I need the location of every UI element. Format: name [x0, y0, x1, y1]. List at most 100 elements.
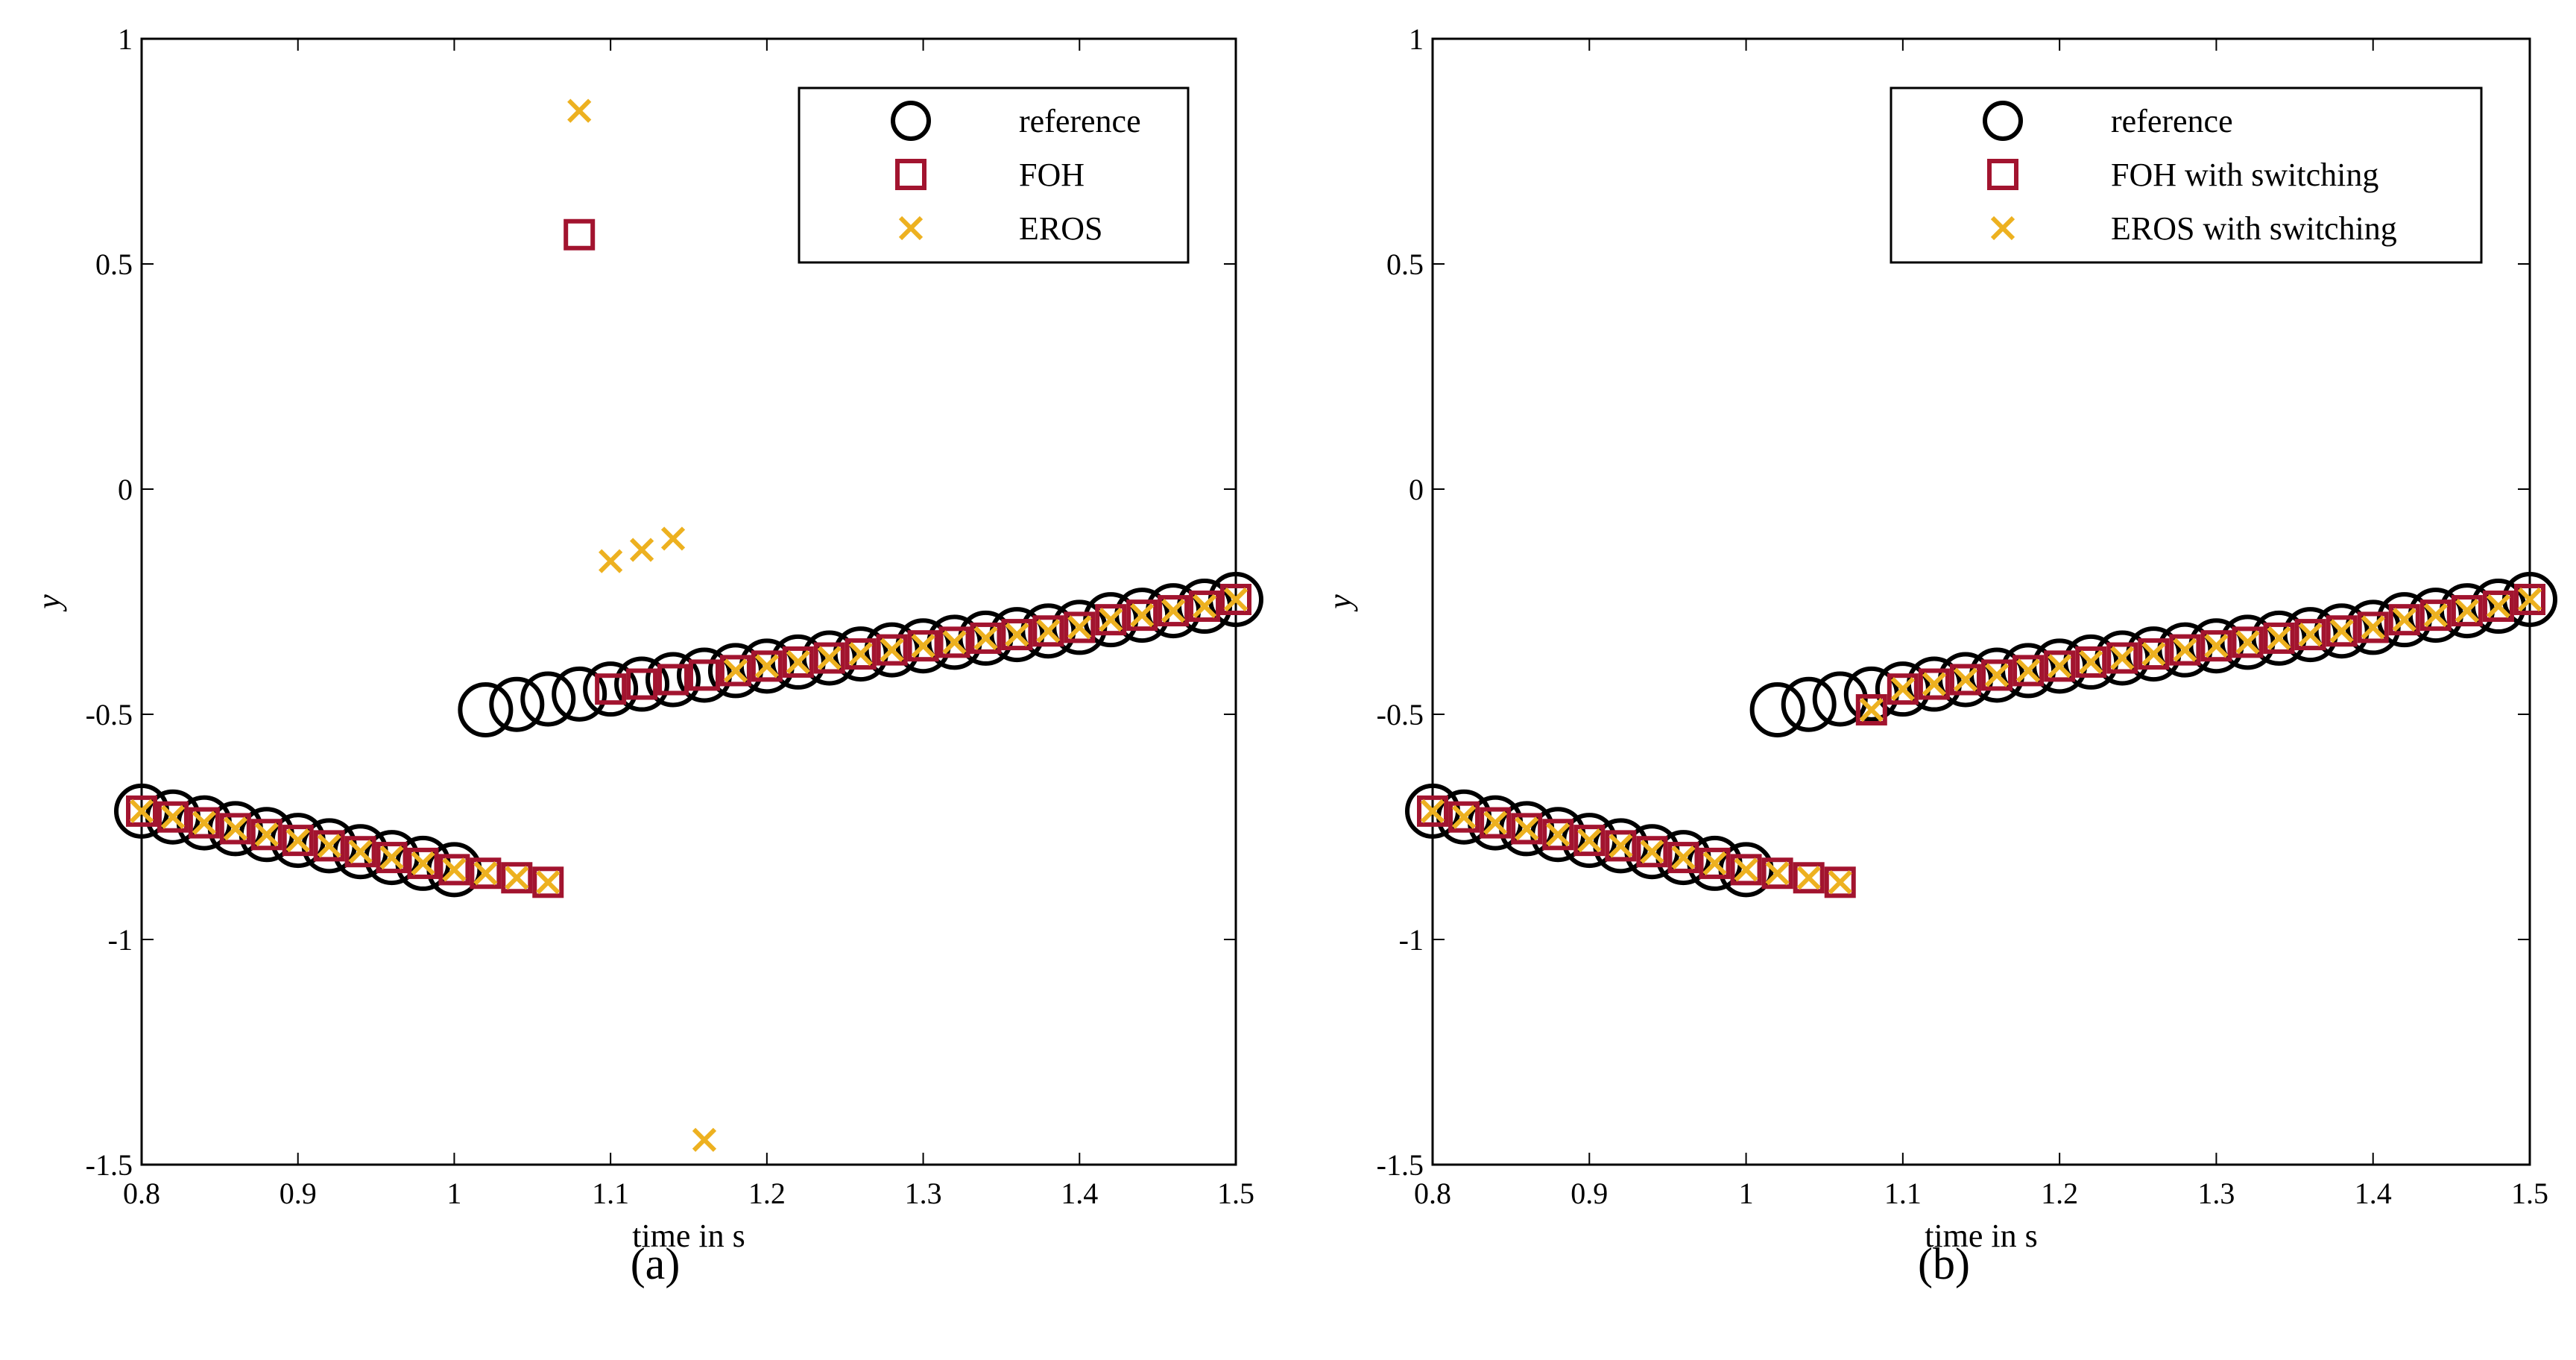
legend-box — [798, 86, 1190, 264]
data-point-x — [2329, 619, 2354, 643]
x-tick-label: 0.9 — [1570, 1177, 1608, 1210]
y-tick-label: -1 — [108, 923, 133, 957]
data-point-square — [2106, 642, 2138, 674]
data-point-square — [1126, 599, 1158, 632]
data-point-x — [285, 828, 310, 853]
x-axis-label: time in s — [1925, 1218, 2038, 1254]
data-point-square — [2419, 599, 2452, 632]
series-square — [1417, 583, 2545, 898]
data-point-x — [2048, 654, 2072, 679]
data-point-x — [1640, 840, 1664, 864]
data-point-x — [660, 526, 686, 551]
data-point-circle — [1812, 671, 1868, 727]
data-point-x — [1953, 667, 1978, 692]
data-point-x — [2361, 615, 2385, 640]
data-point-square — [2357, 611, 2389, 643]
data-point-square — [344, 836, 376, 868]
data-point-square — [907, 630, 939, 662]
data-point-x — [2267, 626, 2291, 651]
data-point-square — [657, 664, 689, 696]
data-point-circle — [552, 666, 607, 722]
data-point-square — [126, 795, 157, 827]
data-point-x — [1483, 810, 1508, 835]
data-point-square — [219, 813, 251, 845]
data-point-square — [2514, 583, 2545, 615]
data-point-square — [688, 659, 720, 691]
data-point-x — [1577, 828, 1602, 853]
data-point-circle — [583, 661, 639, 717]
data-point-x — [1922, 672, 1947, 696]
data-point-x — [1859, 697, 1884, 722]
legend-label: FOH with switching — [2111, 157, 2378, 193]
data-point-x — [1223, 587, 1248, 612]
x-tick-label: 1.4 — [1061, 1177, 1098, 1210]
data-point-x — [1005, 622, 1029, 647]
data-point-x — [2392, 608, 2416, 632]
data-point-square — [751, 650, 783, 682]
x-tick-label: 1 — [1739, 1177, 1754, 1210]
legend-marker-circle — [891, 101, 931, 141]
legend-label: reference — [2111, 103, 2233, 139]
data-point-x — [2204, 634, 2229, 658]
data-point-x — [1420, 799, 1445, 823]
x-tick-label: 1.1 — [1884, 1177, 1922, 1210]
x-tick-label: 1.3 — [905, 1177, 942, 1210]
data-point-circle — [1781, 676, 1837, 732]
legend-label: FOH — [1019, 157, 1085, 193]
data-point-square — [157, 801, 189, 833]
data-point-square — [813, 642, 845, 674]
legend-marker-circle — [1983, 101, 2023, 141]
data-point-square — [2388, 604, 2420, 636]
data-point-square — [407, 847, 439, 879]
data-point-x — [1828, 870, 1852, 895]
data-point-square — [1001, 619, 1033, 651]
y-tick-label: -0.5 — [1377, 698, 1424, 731]
data-point-x — [754, 654, 779, 679]
data-point-x — [442, 857, 467, 882]
data-point-square — [1605, 830, 1637, 862]
data-point-square — [1417, 795, 1448, 827]
y-tick-label: 0.5 — [95, 248, 133, 281]
data-point-square — [2200, 630, 2232, 662]
data-point-square — [2075, 646, 2107, 678]
data-point-square — [626, 668, 658, 700]
data-point-x — [473, 861, 498, 886]
series-x — [129, 98, 1248, 1152]
data-point-square — [1220, 583, 1251, 615]
data-point-square — [1511, 813, 1543, 845]
chart-panel-a: 0.8 0.9 1 1.1 1.2 1.3 1.4 1.5 -1.5 -1 -0.5 0 0.5 1 tim… — [31, 22, 1263, 1288]
x-tick-label: 1.4 — [2355, 1177, 2392, 1210]
series-square — [126, 218, 1251, 898]
data-point-square — [938, 626, 970, 658]
data-point-square — [782, 646, 814, 678]
data-point-x — [1702, 851, 1727, 876]
data-point-square — [2044, 650, 2076, 682]
data-point-x — [1671, 845, 1696, 870]
y-tick-label: -1 — [1399, 923, 1424, 957]
data-point-circle — [614, 656, 670, 712]
data-point-x — [223, 816, 247, 841]
data-point-square — [501, 862, 533, 894]
data-point-x — [973, 626, 998, 651]
data-point-square — [470, 857, 502, 890]
y-axis-label: y — [31, 594, 67, 612]
data-point-square — [2294, 619, 2326, 651]
legend: reference FOH EROS — [798, 86, 1190, 264]
data-point-x — [1890, 677, 1915, 702]
data-point-x — [786, 649, 810, 675]
data-point-x — [1984, 663, 2010, 687]
data-point-square — [2012, 655, 2045, 687]
chart-panel-b: 0.8 0.9 1 1.1 1.2 1.3 1.4 1.5 -1.5 -1 -0.5 0 0.5 1 tim… — [1322, 22, 2557, 1288]
data-point-square — [1542, 819, 1574, 851]
data-point-square — [1189, 591, 1221, 623]
data-point-x — [2110, 646, 2135, 670]
x-tick-label: 1.5 — [1217, 1177, 1254, 1210]
data-point-square — [1793, 862, 1825, 894]
data-point-square — [2482, 591, 2514, 623]
x-axis-label: time in s — [632, 1218, 745, 1254]
legend: reference FOH with switching EROS with swi… — [1890, 86, 2483, 264]
data-point-square — [1032, 615, 1064, 647]
data-point-square — [1824, 866, 1856, 898]
y-tick-label: 0 — [118, 473, 133, 506]
data-point-square — [1761, 857, 1793, 890]
